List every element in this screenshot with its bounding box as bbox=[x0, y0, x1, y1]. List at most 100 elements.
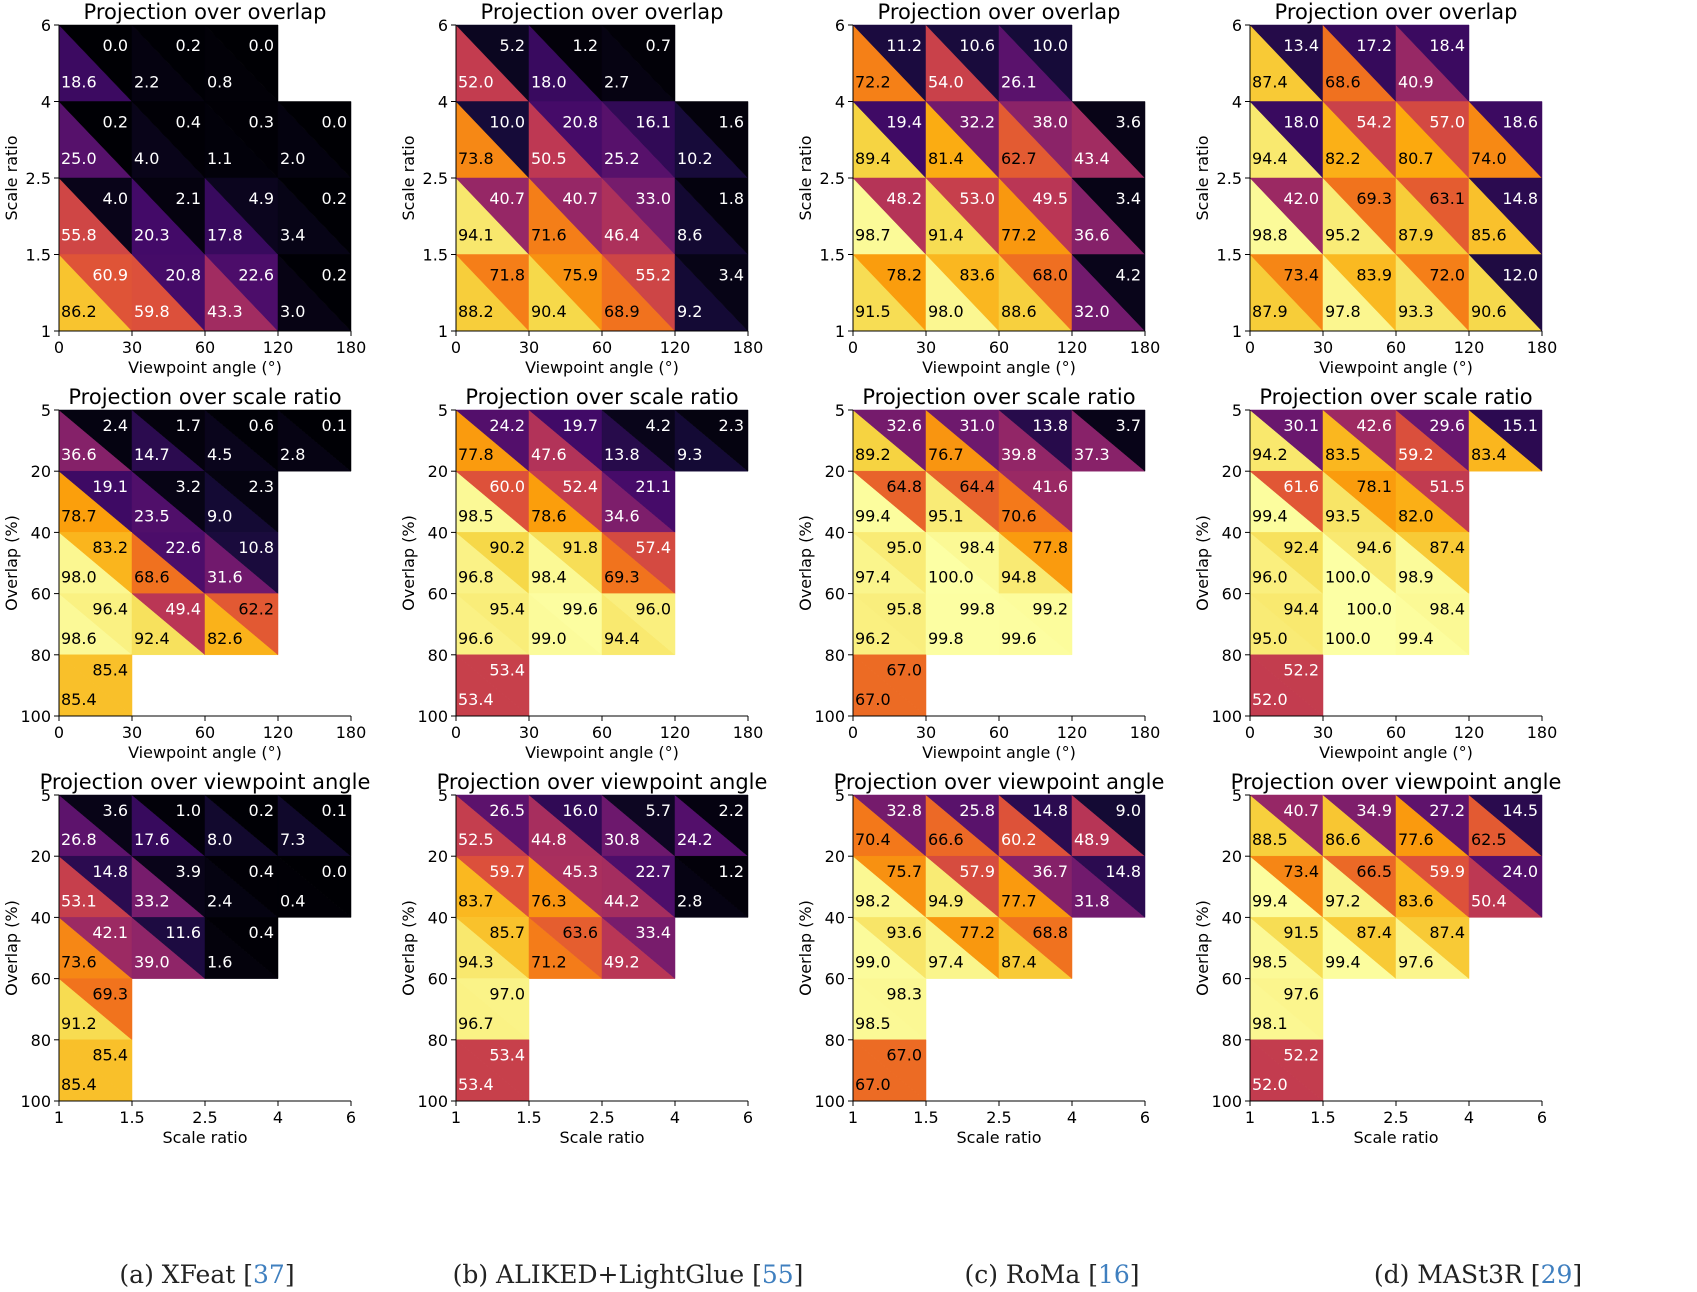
x-tick-label: 30 bbox=[519, 723, 539, 742]
caption-b-ref[interactable]: 55 bbox=[761, 1260, 794, 1289]
cell-upper-triangle bbox=[58, 1039, 133, 1102]
y-tick-label: 1 bbox=[1232, 322, 1242, 341]
cell-lower-value: 99.4 bbox=[1398, 629, 1434, 648]
cell-lower-value: 98.4 bbox=[531, 568, 567, 587]
cell-lower-value: 91.2 bbox=[61, 1014, 97, 1033]
cell-upper-value: 32.6 bbox=[886, 416, 922, 435]
y-axis-label: Scale ratio bbox=[399, 135, 418, 220]
cell-upper-triangle bbox=[1468, 409, 1543, 472]
cell-upper-value: 30.1 bbox=[1283, 416, 1319, 435]
cell-upper-triangle bbox=[277, 177, 352, 256]
y-tick-label: 80 bbox=[428, 1031, 448, 1050]
x-axis-label: Viewpoint angle (°) bbox=[1319, 358, 1473, 377]
cell-upper-triangle bbox=[674, 855, 749, 918]
cell-lower-value: 97.4 bbox=[855, 568, 891, 587]
cell-lower-value: 93.3 bbox=[1398, 302, 1434, 321]
cell-upper-value: 22.7 bbox=[635, 862, 671, 881]
cell-lower-value: 55.8 bbox=[61, 226, 97, 245]
x-tick-label: 30 bbox=[519, 338, 539, 357]
x-tick-label: 0 bbox=[54, 723, 64, 742]
cell-lower-value: 96.0 bbox=[1252, 568, 1288, 587]
cell-upper-value: 3.4 bbox=[1116, 189, 1141, 208]
cell-lower-value: 36.6 bbox=[61, 445, 97, 464]
cell-upper-value: 0.4 bbox=[249, 862, 274, 881]
cell-lower-value: 82.6 bbox=[207, 629, 243, 648]
heatmap-0-1: 52.0 5.2 18.0 1.2 2.7 0.7 73.8 10.0 50.5 20.8 25.2… bbox=[399, 0, 763, 377]
y-tick-label: 5 bbox=[835, 401, 845, 420]
cell-upper-value: 18.0 bbox=[1283, 113, 1319, 132]
cell-lower-value: 96.7 bbox=[458, 1014, 494, 1033]
cell-upper-value: 66.5 bbox=[1356, 862, 1392, 881]
cell-upper-value: 87.4 bbox=[1429, 923, 1465, 942]
cell-upper-value: 67.0 bbox=[886, 661, 922, 680]
y-tick-label: 40 bbox=[428, 523, 448, 542]
cell-lower-value: 59.8 bbox=[134, 302, 170, 321]
cell-upper-value: 91.5 bbox=[1283, 923, 1319, 942]
cell-upper-value: 1.7 bbox=[176, 416, 201, 435]
x-axis-label: Viewpoint angle (°) bbox=[525, 358, 679, 377]
y-tick-label: 1 bbox=[835, 322, 845, 341]
x-tick-label: 180 bbox=[336, 338, 367, 357]
cell-lower-value: 54.0 bbox=[928, 73, 964, 92]
heatmap-0-2: 72.2 11.2 54.0 10.6 26.1 10.0 89.4 19.4 81.4 32.2… bbox=[796, 0, 1160, 377]
cell-upper-value: 69.3 bbox=[1356, 189, 1392, 208]
y-tick-label: 2.5 bbox=[820, 169, 845, 188]
cell-upper-value: 3.6 bbox=[1116, 113, 1141, 132]
cell-lower-value: 99.0 bbox=[531, 629, 567, 648]
cell-upper-value: 25.8 bbox=[959, 801, 995, 820]
x-tick-label: 4 bbox=[670, 1108, 680, 1127]
cell-upper-triangle bbox=[1395, 24, 1470, 103]
cell-upper-value: 32.8 bbox=[886, 801, 922, 820]
cell-lower-value: 87.4 bbox=[1252, 73, 1288, 92]
x-tick-label: 30 bbox=[916, 723, 936, 742]
cell-upper-value: 41.6 bbox=[1032, 477, 1068, 496]
cell-lower-value: 13.8 bbox=[604, 445, 640, 464]
y-axis-label: Scale ratio bbox=[2, 135, 21, 220]
cell-upper-value: 0.6 bbox=[249, 416, 274, 435]
caption-d-prefix: (d) MASt3R [ bbox=[1373, 1260, 1541, 1289]
caption-d-ref[interactable]: 29 bbox=[1540, 1260, 1573, 1289]
caption-c-ref[interactable]: 16 bbox=[1097, 1260, 1130, 1289]
cell-upper-value: 0.4 bbox=[176, 113, 201, 132]
cell-upper-value: 93.6 bbox=[886, 923, 922, 942]
y-tick-label: 5 bbox=[41, 786, 51, 805]
y-tick-label: 20 bbox=[31, 847, 51, 866]
cell-upper-value: 63.6 bbox=[562, 923, 598, 942]
cell-lower-value: 99.4 bbox=[855, 506, 891, 525]
cell-lower-value: 94.1 bbox=[458, 226, 494, 245]
cell-upper-value: 31.0 bbox=[959, 416, 995, 435]
cell-upper-triangle bbox=[1249, 654, 1324, 717]
x-tick-label: 6 bbox=[346, 1108, 356, 1127]
cell-lower-value: 94.4 bbox=[1252, 149, 1288, 168]
cell-lower-value: 73.6 bbox=[61, 953, 97, 972]
y-tick-label: 40 bbox=[31, 908, 51, 927]
cell-upper-value: 96.4 bbox=[92, 599, 128, 618]
cell-upper-value: 59.7 bbox=[489, 862, 525, 881]
plot-title: Projection over viewpoint angle bbox=[834, 770, 1165, 794]
cell-upper-value: 98.3 bbox=[886, 984, 922, 1003]
cell-upper-value: 4.9 bbox=[249, 189, 274, 208]
cell-upper-value: 3.6 bbox=[103, 801, 128, 820]
plot-title: Projection over viewpoint angle bbox=[1231, 770, 1562, 794]
cell-upper-value: 63.1 bbox=[1429, 189, 1465, 208]
cell-lower-value: 87.9 bbox=[1252, 302, 1288, 321]
cell-lower-value: 99.8 bbox=[928, 629, 964, 648]
y-tick-label: 20 bbox=[825, 462, 845, 481]
cell-upper-value: 95.0 bbox=[886, 538, 922, 557]
cell-upper-value: 1.6 bbox=[719, 113, 744, 132]
cell-upper-value: 87.4 bbox=[1429, 538, 1465, 557]
cell-upper-value: 42.6 bbox=[1356, 416, 1392, 435]
cell-upper-value: 53.4 bbox=[489, 661, 525, 680]
y-axis-label: Overlap (%) bbox=[796, 515, 815, 611]
caption-d: (d) MASt3R [29] bbox=[1374, 1260, 1582, 1289]
cell-upper-triangle bbox=[1071, 794, 1146, 857]
y-tick-label: 80 bbox=[1222, 1031, 1242, 1050]
cell-upper-value: 16.1 bbox=[635, 113, 671, 132]
cell-lower-value: 52.5 bbox=[458, 830, 494, 849]
cell-lower-value: 77.7 bbox=[1001, 891, 1037, 910]
cell-lower-value: 88.6 bbox=[1001, 302, 1037, 321]
caption-a-ref[interactable]: 37 bbox=[253, 1260, 285, 1289]
cell-lower-value: 49.2 bbox=[604, 953, 640, 972]
y-tick-label: 80 bbox=[825, 1031, 845, 1050]
cell-upper-value: 10.0 bbox=[489, 113, 525, 132]
